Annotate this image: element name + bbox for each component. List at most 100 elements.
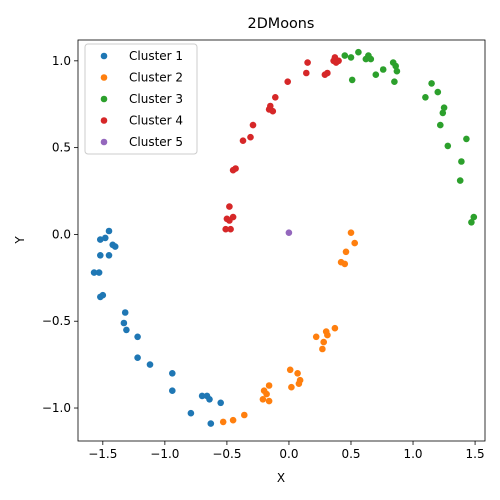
data-point bbox=[347, 229, 355, 236]
data-point bbox=[217, 399, 224, 407]
data-point bbox=[206, 396, 213, 403]
data-point bbox=[392, 62, 400, 70]
data-point bbox=[321, 71, 329, 78]
data-point bbox=[90, 269, 98, 276]
data-point bbox=[227, 225, 234, 233]
data-point bbox=[284, 78, 292, 85]
data-point bbox=[428, 80, 435, 87]
data-point bbox=[324, 331, 331, 339]
legend-marker bbox=[100, 138, 108, 146]
data-point bbox=[263, 390, 270, 398]
data-point bbox=[295, 380, 303, 388]
data-point bbox=[439, 109, 447, 117]
data-point bbox=[342, 248, 350, 256]
points-layer bbox=[90, 48, 478, 427]
data-point bbox=[341, 52, 349, 59]
data-point bbox=[111, 243, 119, 250]
x-tick-label: 1.5 bbox=[466, 447, 485, 461]
data-point bbox=[437, 121, 444, 129]
x-tick-label: −1.5 bbox=[88, 447, 117, 461]
data-point bbox=[304, 59, 311, 66]
data-point bbox=[456, 177, 464, 184]
data-point bbox=[239, 137, 247, 144]
data-point bbox=[97, 236, 104, 243]
data-point bbox=[102, 234, 109, 242]
data-point bbox=[393, 67, 401, 75]
series-1 bbox=[90, 227, 224, 427]
data-point bbox=[312, 333, 320, 341]
x-axis-label: X bbox=[277, 471, 285, 485]
data-point bbox=[223, 215, 231, 223]
legend: Cluster 1 Cluster 2 Cluster 3 Cluster 4 Clus… bbox=[84, 43, 198, 155]
data-point bbox=[134, 333, 141, 341]
data-point bbox=[391, 78, 398, 85]
data-point bbox=[440, 104, 448, 111]
data-point bbox=[146, 361, 154, 368]
y-tick-label: −1.0 bbox=[42, 401, 71, 415]
data-point bbox=[379, 66, 387, 73]
x-tick-label: −1.0 bbox=[150, 447, 179, 461]
x-tick-label: 0.0 bbox=[279, 447, 298, 461]
legend-label: Cluster 5 bbox=[129, 135, 183, 149]
data-point bbox=[134, 354, 141, 362]
data-point bbox=[367, 55, 375, 63]
data-point bbox=[288, 383, 295, 391]
legend-marker bbox=[100, 117, 108, 124]
data-point bbox=[285, 229, 293, 236]
data-point bbox=[348, 76, 356, 84]
x-tick-label: −0.5 bbox=[212, 447, 241, 461]
y-tick-label: 0.5 bbox=[52, 141, 71, 155]
data-point bbox=[226, 203, 233, 210]
data-point bbox=[434, 88, 442, 96]
data-point bbox=[341, 260, 349, 268]
y-tick-label: 1.0 bbox=[52, 54, 71, 68]
data-point bbox=[470, 213, 478, 221]
data-point bbox=[444, 142, 452, 150]
data-point bbox=[121, 309, 129, 316]
data-point bbox=[468, 219, 475, 226]
data-point bbox=[198, 392, 206, 400]
legend-label: Cluster 3 bbox=[129, 92, 183, 106]
data-point bbox=[95, 269, 103, 276]
legend-marker bbox=[100, 52, 108, 60]
data-point bbox=[247, 133, 254, 141]
data-point bbox=[120, 319, 128, 327]
data-point bbox=[222, 225, 229, 233]
data-point bbox=[219, 418, 227, 426]
y-tick-label: 0.0 bbox=[52, 227, 71, 241]
y-tick-label: −0.5 bbox=[42, 314, 71, 328]
data-point bbox=[269, 107, 277, 115]
data-point bbox=[97, 252, 104, 259]
series-4 bbox=[222, 54, 342, 233]
legend-label: Cluster 1 bbox=[129, 49, 183, 63]
data-point bbox=[463, 135, 470, 143]
series-5 bbox=[285, 229, 293, 236]
series-3 bbox=[341, 48, 478, 226]
legend-label: Cluster 2 bbox=[129, 71, 183, 85]
x-tick-label: 1.0 bbox=[403, 447, 422, 461]
data-point bbox=[187, 409, 195, 417]
x-tick-label: 0.5 bbox=[341, 447, 360, 461]
legend-marker bbox=[100, 74, 108, 81]
data-point bbox=[331, 324, 339, 332]
data-point bbox=[347, 54, 355, 61]
data-point bbox=[355, 48, 362, 56]
data-point bbox=[332, 59, 340, 66]
data-point bbox=[207, 420, 215, 427]
data-point bbox=[458, 158, 465, 165]
data-point bbox=[105, 227, 113, 235]
data-point bbox=[123, 326, 130, 334]
data-point bbox=[372, 71, 380, 78]
data-point bbox=[265, 397, 273, 405]
data-point bbox=[320, 338, 328, 346]
data-point bbox=[259, 396, 267, 403]
chart-title: 2DMoons bbox=[248, 16, 315, 32]
data-point bbox=[303, 69, 310, 77]
ticks-layer: −1.5 −1.0 −0.5 0.0 0.5 1.0 1.5 −1.0 −0.5 0.0 0.5 1.… bbox=[42, 54, 485, 461]
data-point bbox=[272, 94, 279, 101]
legend-label: Cluster 4 bbox=[129, 114, 183, 128]
data-point bbox=[422, 94, 429, 101]
plot-frame bbox=[77, 39, 486, 442]
data-point bbox=[241, 411, 248, 419]
